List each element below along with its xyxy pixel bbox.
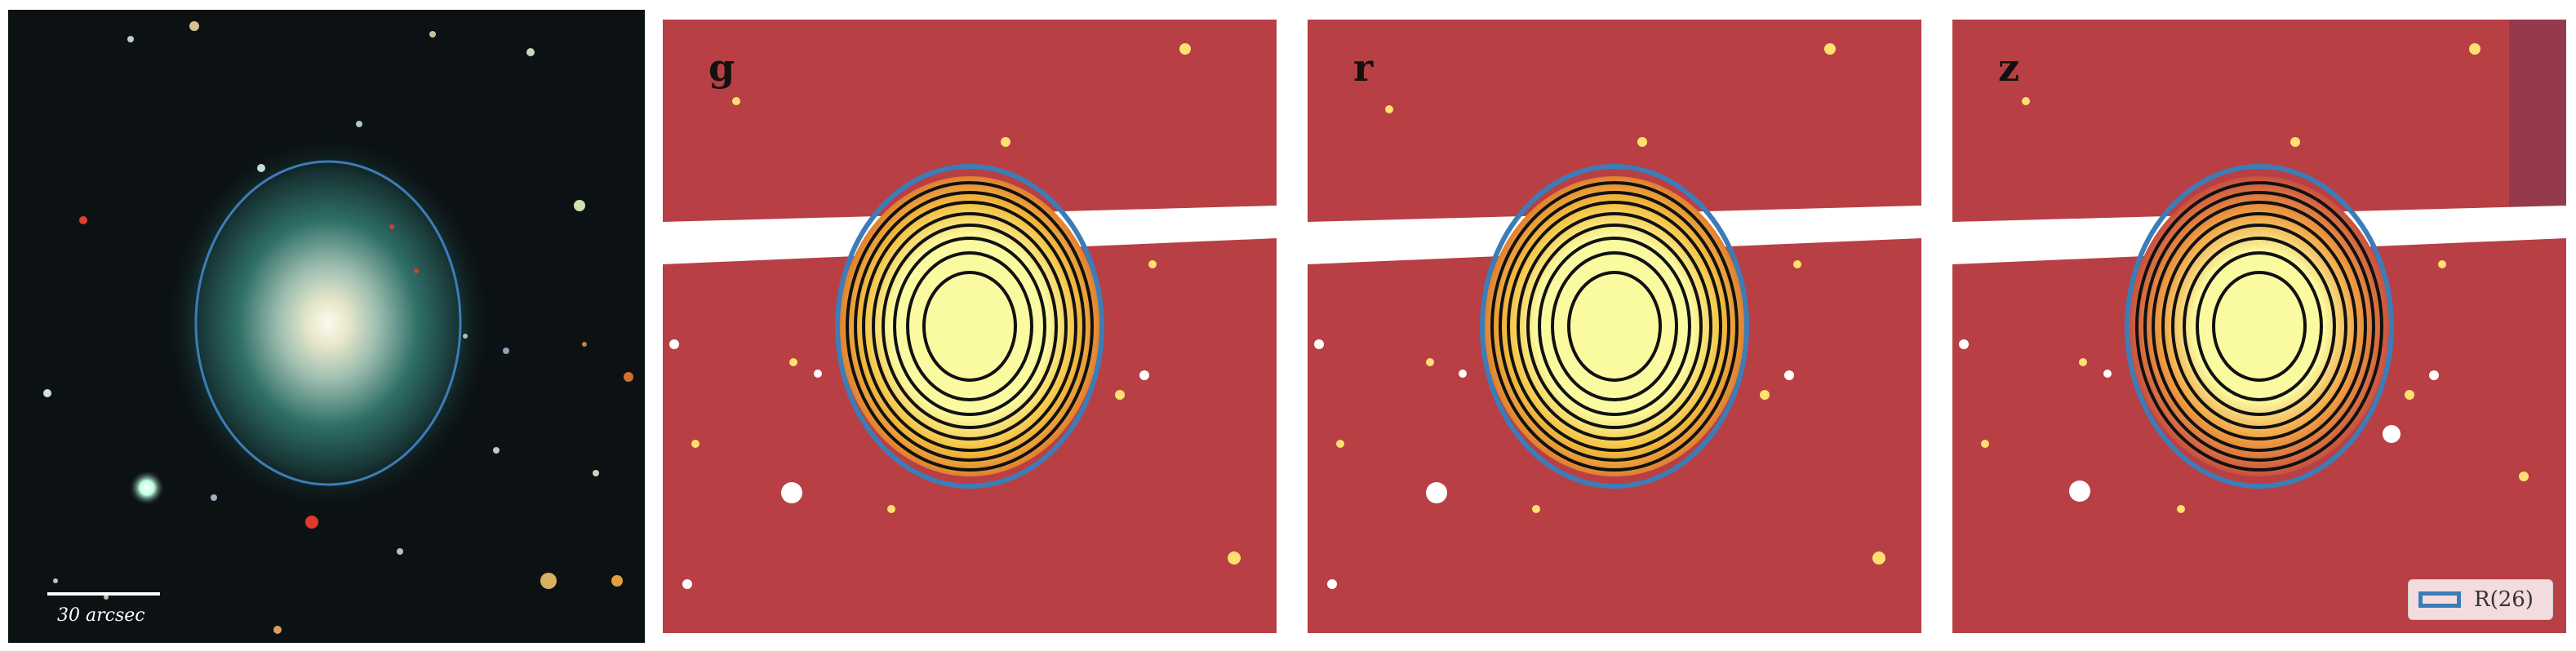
field-stars <box>43 21 633 634</box>
band-label-z: z <box>1998 46 2020 90</box>
isophote-contours <box>846 181 1094 472</box>
masked-sources <box>1959 339 2439 502</box>
legend: R(26) <box>2408 579 2553 620</box>
color-composite-panel: 30 arcsec <box>8 10 645 643</box>
g-band-image <box>663 20 1277 633</box>
legend-swatch <box>2418 591 2461 608</box>
r26-ellipse <box>2125 164 2394 489</box>
band-label-g: g <box>708 46 735 90</box>
z-band-panel: z R(26) <box>1952 20 2566 633</box>
field-sources <box>691 43 1241 565</box>
legend-label: R(26) <box>2474 587 2534 612</box>
r26-ellipse <box>835 164 1104 489</box>
r-band-panel: r <box>1308 20 1921 633</box>
field-sources <box>1981 43 2529 513</box>
isophote-contours <box>1490 181 1739 472</box>
galaxy-glow <box>165 135 491 511</box>
band-label-r: r <box>1353 46 1374 90</box>
field-sources <box>1336 43 1885 565</box>
g-band-panel: g <box>663 20 1277 633</box>
color-composite-image <box>8 10 645 643</box>
masked-sources <box>669 339 1149 589</box>
z-band-image <box>1952 20 2566 633</box>
isophote-contours <box>2135 181 2383 472</box>
r-band-image <box>1308 20 1921 633</box>
scale-bar-label: 30 arcsec <box>57 605 145 626</box>
r26-ellipse <box>1480 164 1749 489</box>
r26-ellipse <box>194 160 462 486</box>
scale-bar <box>47 592 160 596</box>
masked-sources <box>1314 339 1794 589</box>
